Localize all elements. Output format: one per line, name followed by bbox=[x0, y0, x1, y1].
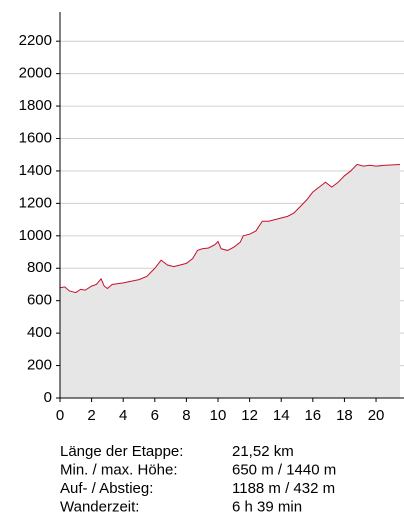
y-tick-label: 400 bbox=[27, 324, 52, 341]
stat-value: 6 h 39 min bbox=[232, 498, 302, 515]
stat-label: Wanderzeit: bbox=[60, 498, 139, 515]
stat-label: Länge der Etappe: bbox=[60, 443, 183, 460]
area bbox=[60, 164, 401, 398]
x-tick-label: 4 bbox=[119, 407, 127, 424]
stat-label: Auf- / Abstieg: bbox=[60, 480, 153, 497]
x-tick-label: 6 bbox=[151, 407, 159, 424]
stat-value: 21,52 km bbox=[232, 443, 294, 460]
x-tick-label: 10 bbox=[210, 407, 227, 424]
stat-label: Min. / max. Höhe: bbox=[60, 461, 178, 478]
stat-value: 1188 m / 432 m bbox=[232, 480, 335, 497]
x-tick-label: 2 bbox=[87, 407, 95, 424]
x-tick-label: 0 bbox=[56, 407, 64, 424]
x-tick-label: 12 bbox=[241, 407, 258, 424]
x-tick-label: 8 bbox=[182, 407, 190, 424]
y-tick-label: 2200 bbox=[19, 32, 52, 49]
y-tick-label: 1800 bbox=[19, 97, 52, 114]
y-tick-label: 1200 bbox=[19, 194, 52, 211]
y-tick-label: 800 bbox=[27, 259, 52, 276]
y-tick-label: 1600 bbox=[19, 129, 52, 146]
line bbox=[59, 163, 401, 294]
y-tick-label: 2000 bbox=[19, 65, 52, 82]
x-tick-label: 16 bbox=[304, 407, 321, 424]
stat-value: 650 m / 1440 m bbox=[232, 461, 336, 478]
y-tick-label: 1400 bbox=[19, 162, 52, 179]
y-tick-label: 0 bbox=[44, 389, 52, 406]
x-tick-label: 14 bbox=[273, 407, 290, 424]
x-tick-label: 20 bbox=[368, 407, 385, 424]
y-tick-label: 200 bbox=[27, 357, 52, 374]
y-tick-label: 1000 bbox=[19, 227, 52, 244]
y-tick-label: 600 bbox=[27, 292, 52, 309]
x-tick-label: 18 bbox=[336, 407, 353, 424]
